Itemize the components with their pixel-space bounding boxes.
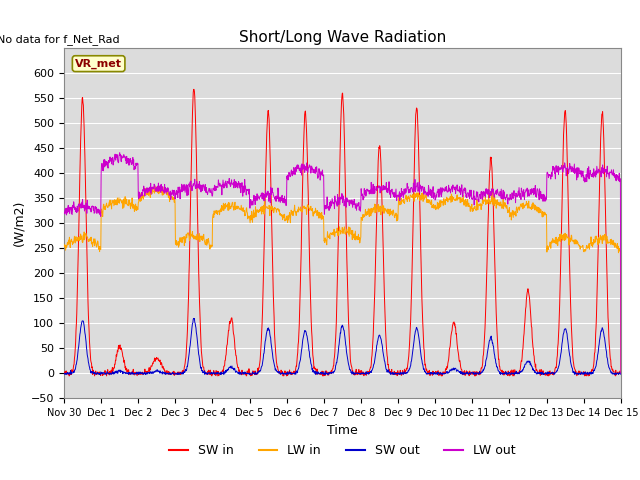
X-axis label: Time: Time — [327, 424, 358, 437]
Legend: SW in, LW in, SW out, LW out: SW in, LW in, SW out, LW out — [164, 439, 521, 462]
Title: Short/Long Wave Radiation: Short/Long Wave Radiation — [239, 30, 446, 46]
Text: No data for f_Net_Rad: No data for f_Net_Rad — [0, 34, 120, 45]
Y-axis label: (W/m2): (W/m2) — [12, 200, 26, 246]
Text: VR_met: VR_met — [75, 59, 122, 69]
